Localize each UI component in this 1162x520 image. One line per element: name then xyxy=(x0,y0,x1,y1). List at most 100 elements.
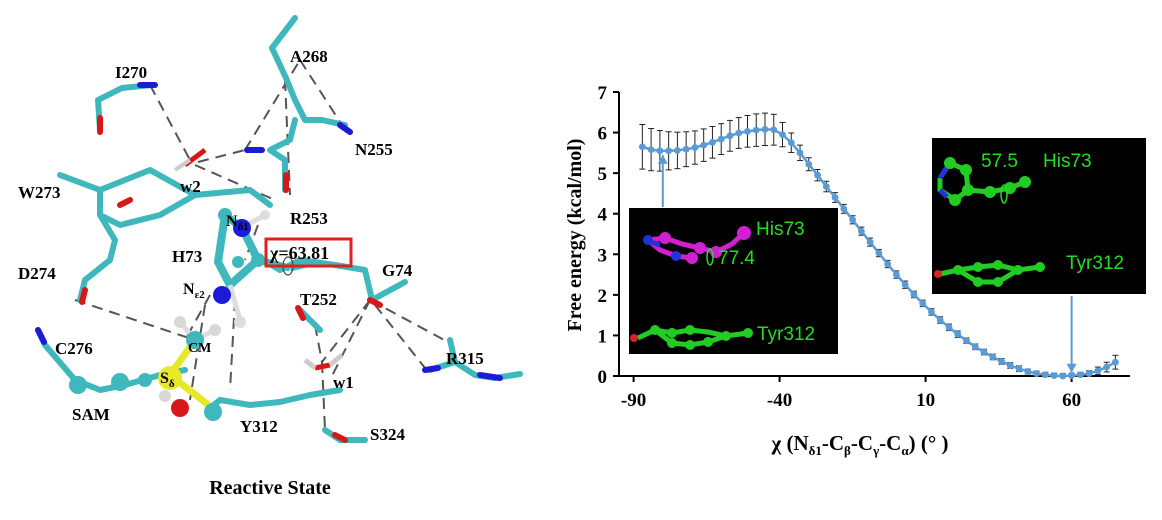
y-tick-label: 1 xyxy=(598,326,608,347)
data-point xyxy=(709,138,716,146)
x-tick-label: -90 xyxy=(621,390,646,411)
data-point xyxy=(831,194,839,201)
chi-box xyxy=(264,237,353,268)
inset-left-tyr: Tyr312 xyxy=(757,324,815,345)
data-point xyxy=(814,171,821,179)
data-point xyxy=(779,131,786,139)
data-point xyxy=(1112,358,1119,366)
molecular-structure-panel: I270 A268 N255 W273 w2 R253 H73 D274 G74… xyxy=(18,15,523,499)
label-r315: R315 xyxy=(446,349,484,368)
data-point xyxy=(840,205,848,213)
y-axis-label: Free energy (kcal/mol) xyxy=(564,139,586,332)
data-point xyxy=(857,227,865,235)
data-point xyxy=(752,126,760,134)
w2-water xyxy=(173,148,207,172)
free-energy-chart: 0 1 2 3 4 5 6 7 -90 -40 10 60 Free energy (kcal/mo… xyxy=(564,83,1146,458)
data-point xyxy=(1068,372,1075,379)
data-point xyxy=(726,132,734,140)
label-ne2: Nε2 xyxy=(183,281,205,301)
data-point xyxy=(805,160,813,168)
y-tick-label: 4 xyxy=(598,205,608,226)
label-y312: Y312 xyxy=(240,417,278,436)
data-point xyxy=(866,238,874,246)
y-tick-label: 6 xyxy=(598,124,608,145)
inset-right-arrow-head xyxy=(1066,363,1077,373)
inset-right-tyr: Tyr312 xyxy=(1066,253,1124,274)
chi-box-text: χ=63.81 xyxy=(269,243,329,263)
y-tick-label: 3 xyxy=(598,245,608,266)
atom-labels: Nδ1 Nε2 CM Sδ xyxy=(160,213,249,390)
data-point xyxy=(1076,371,1084,379)
data-point xyxy=(936,316,944,324)
data-point xyxy=(787,139,795,147)
x-axis-label: χ (Nδ1-Cβ-Cγ-Cα) (° ) xyxy=(771,431,949,458)
data-point xyxy=(682,145,690,153)
data-point xyxy=(954,330,962,338)
label-r253: R253 xyxy=(290,209,328,228)
data-point xyxy=(1085,370,1093,377)
residue-labels: I270 A268 N255 W273 w2 R253 H73 D274 G74… xyxy=(18,47,484,444)
data-point xyxy=(971,343,979,351)
inset-left: His73 77.4 Tyr312 xyxy=(629,208,838,354)
data-point xyxy=(980,348,988,356)
data-point xyxy=(1050,372,1058,379)
data-point xyxy=(928,308,935,316)
nitrogen-sticks xyxy=(35,82,503,381)
oxygen-sticks xyxy=(79,115,383,443)
y-ticks: 0 1 2 3 4 5 6 7 xyxy=(598,83,619,388)
data-point xyxy=(945,323,953,331)
label-nd1: Nδ1 xyxy=(226,213,249,233)
label-w273: W273 xyxy=(18,183,61,202)
data-point xyxy=(919,299,927,307)
data-point xyxy=(901,281,909,289)
data-point xyxy=(770,126,778,134)
carbon-sticks xyxy=(35,15,523,443)
data-point xyxy=(963,337,970,345)
inset-left-his: His73 xyxy=(756,219,805,240)
sam-methyl xyxy=(69,316,222,421)
data-point xyxy=(884,260,892,268)
data-point xyxy=(1024,368,1032,375)
label-h73: H73 xyxy=(172,247,202,266)
y-tick-label: 2 xyxy=(598,286,608,307)
y-tick-label: 5 xyxy=(598,164,608,185)
inset-right-angle: 57.5 xyxy=(981,151,1018,172)
data-point xyxy=(989,353,997,361)
label-g74: G74 xyxy=(382,261,413,280)
label-w2: w2 xyxy=(180,177,201,196)
data-point xyxy=(1015,365,1023,373)
x-tick-label: 10 xyxy=(916,390,935,411)
inset-left-arrow-head xyxy=(657,154,668,164)
data-point xyxy=(647,146,655,154)
data-point xyxy=(1094,367,1102,375)
data-point xyxy=(744,127,751,135)
label-t252: T252 xyxy=(300,290,337,309)
data-point xyxy=(761,125,769,133)
data-point xyxy=(1103,363,1111,371)
data-point xyxy=(910,291,918,298)
data-point xyxy=(700,141,708,149)
data-point xyxy=(717,135,725,143)
data-point xyxy=(893,271,900,278)
data-point xyxy=(735,129,743,137)
data-point xyxy=(796,149,804,157)
hydrogen-bond-dashes xyxy=(74,59,449,431)
label-sam: SAM xyxy=(72,405,110,424)
label-sd: Sδ xyxy=(160,370,175,390)
x-ticks: -90 -40 10 60 xyxy=(621,376,1081,411)
inset-arrows xyxy=(657,154,1077,373)
panel-caption: Reactive State xyxy=(209,477,331,499)
label-i270: I270 xyxy=(115,63,147,82)
label-cm: CM xyxy=(188,341,211,356)
inset-right-his: His73 xyxy=(1043,151,1092,172)
data-point xyxy=(638,143,646,151)
x-tick-label: 60 xyxy=(1062,390,1081,411)
data-point xyxy=(849,216,856,224)
data-point xyxy=(1006,362,1014,369)
label-a268: A268 xyxy=(290,47,328,66)
inset-left-angle: 77.4 xyxy=(718,248,755,269)
label-n255: N255 xyxy=(355,140,393,159)
y-tick-label: 7 xyxy=(598,83,608,104)
inset-right: 57.5 His73 Tyr312 xyxy=(932,138,1146,294)
